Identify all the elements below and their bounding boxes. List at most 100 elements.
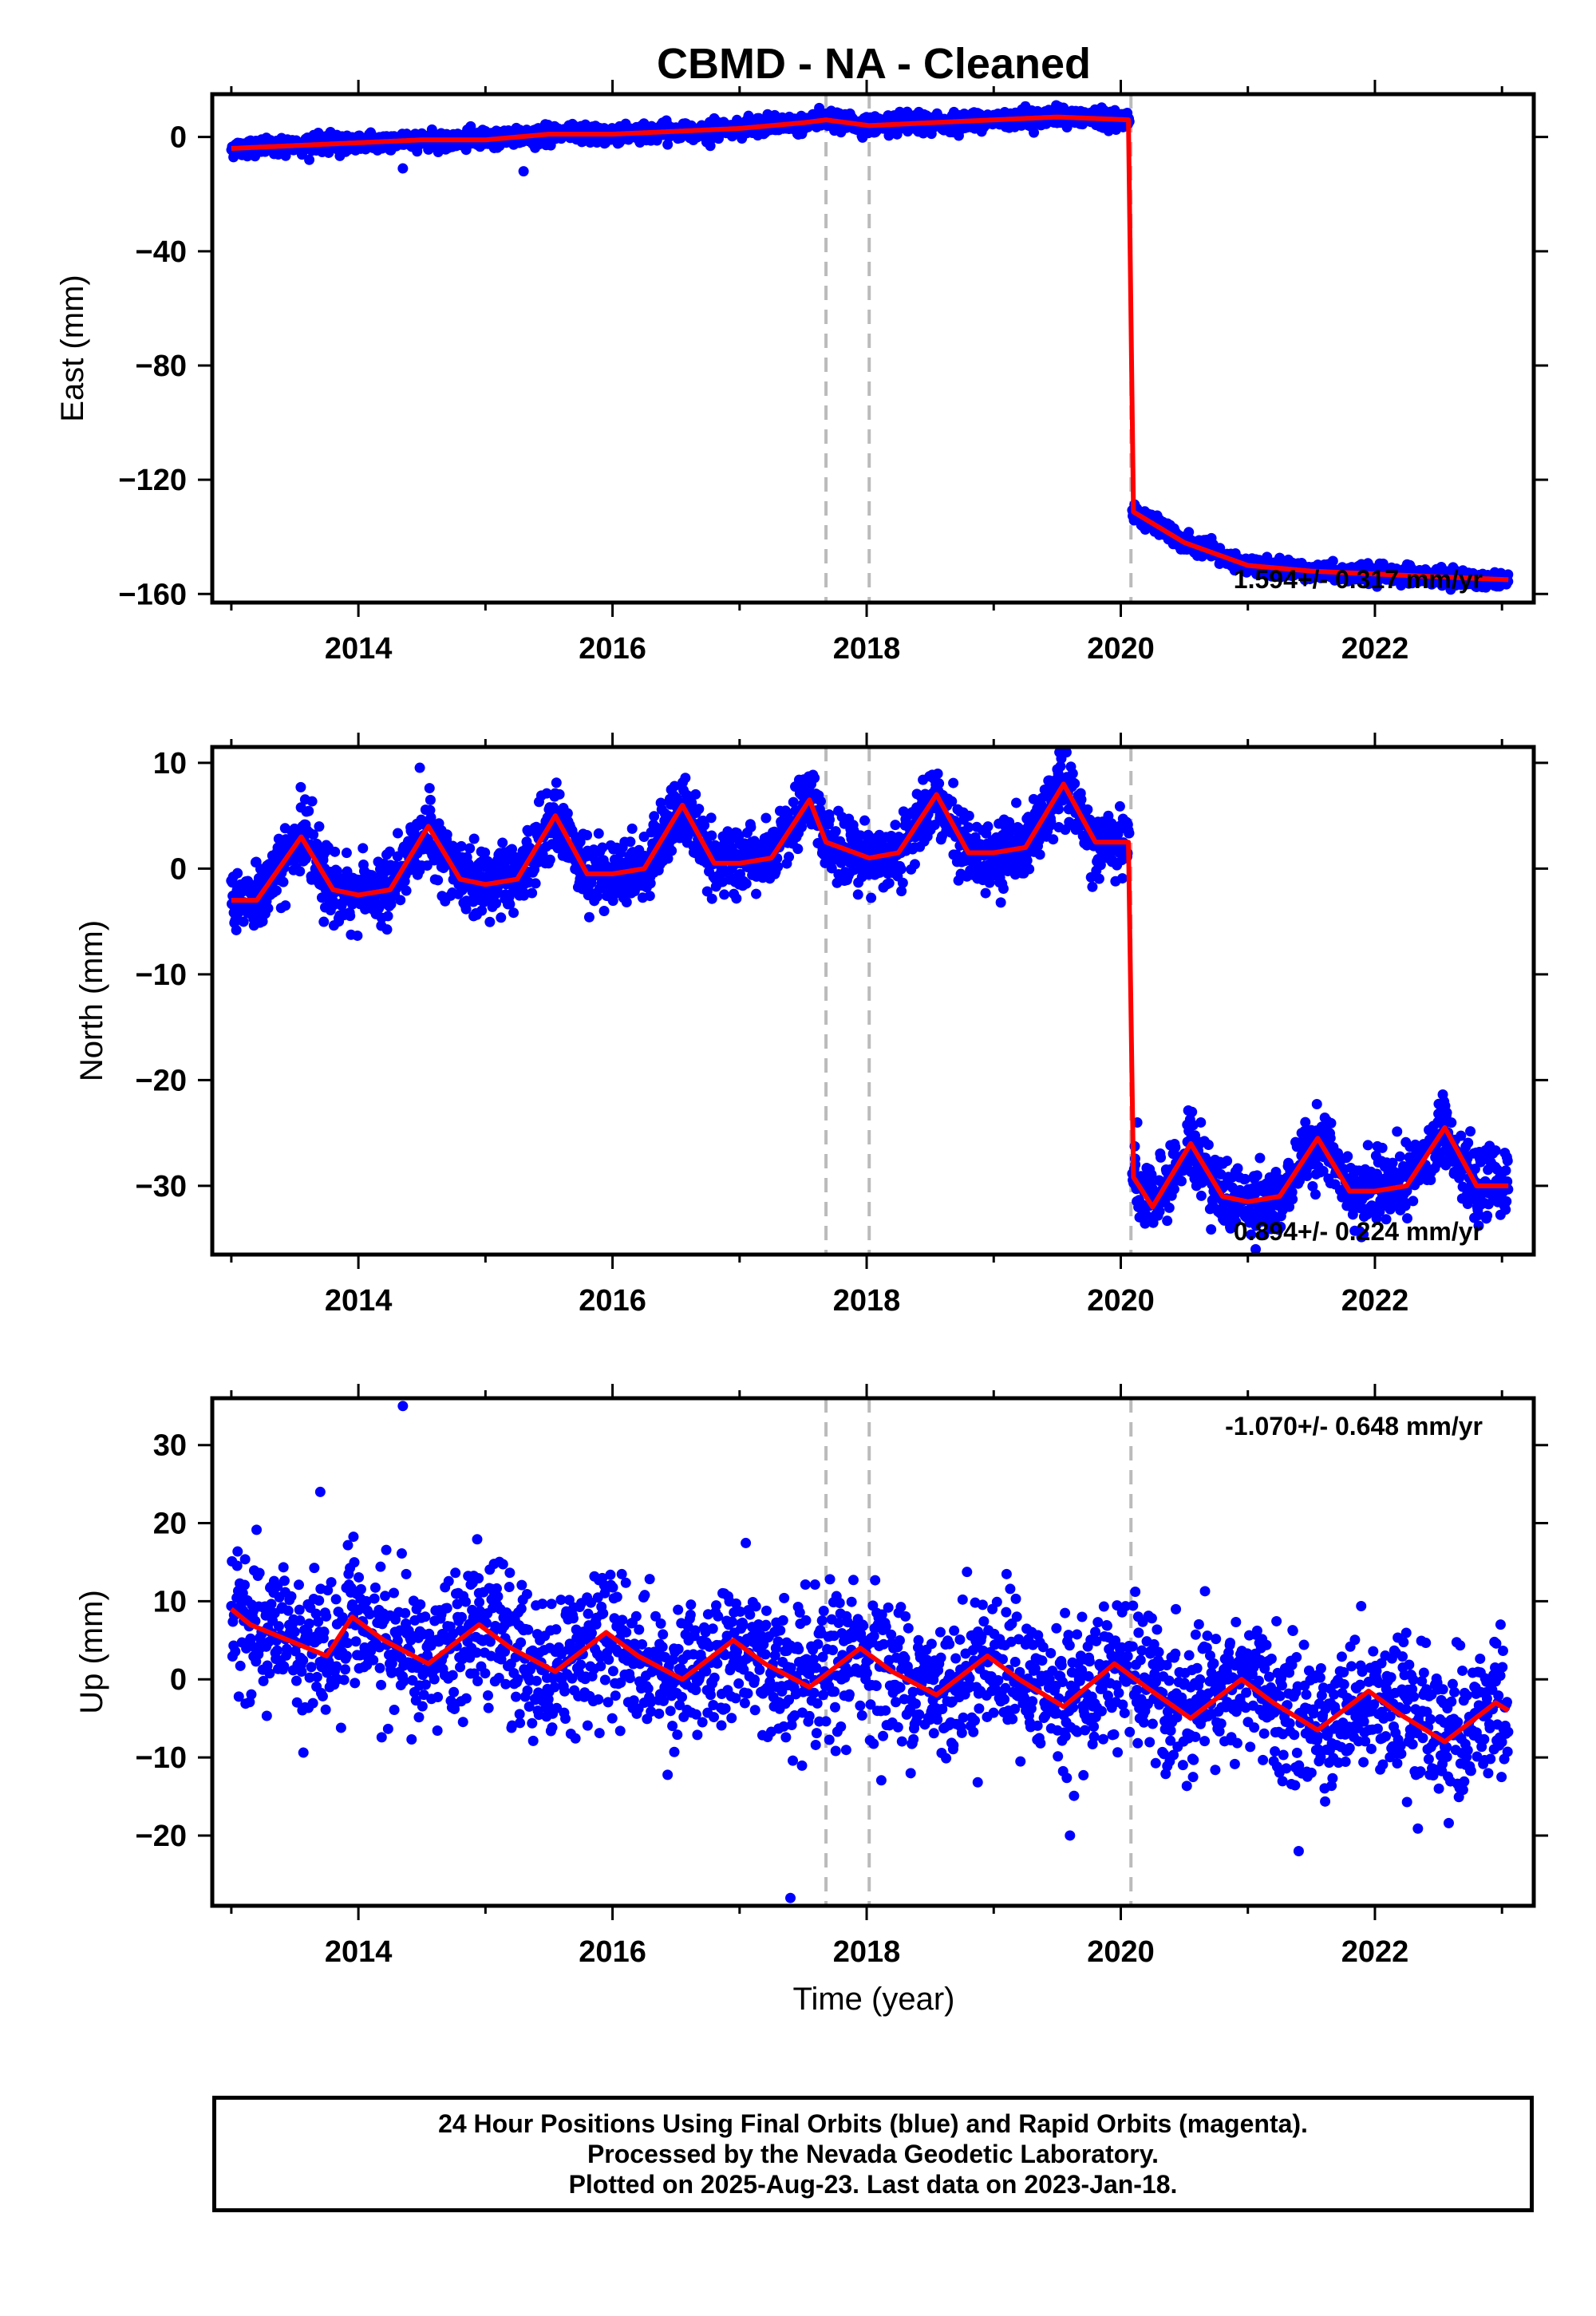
y-ticks: 0−40−80−120−160 [118,121,1548,611]
data-point [1024,864,1035,875]
data-point [433,875,444,886]
data-point [706,830,717,841]
data-point [1093,873,1104,884]
data-point [295,781,306,792]
data-point [278,876,289,887]
data-point [995,897,1006,908]
data-point [1087,881,1098,892]
data-point [644,891,655,902]
data-point [824,814,836,825]
data-point [909,859,920,870]
data-point [1076,794,1087,805]
data-point [598,906,610,917]
data-point [897,877,908,888]
data-point [1048,834,1059,845]
data-point [1067,768,1078,779]
data-point [303,805,314,816]
data-point [263,903,274,914]
x-tick-label: 2014 [325,632,393,666]
data-point [414,762,425,773]
data-point [551,777,562,788]
x-tick-label: 2020 [1087,632,1155,666]
data-point [772,861,784,872]
outlier-point [518,166,529,177]
data-point [392,828,403,839]
y-tick-label: −120 [118,464,187,497]
data-point [395,895,406,906]
data-point [314,821,325,832]
data-point [382,911,393,922]
data-point [934,778,945,789]
data-point [751,888,762,899]
data-point [497,837,508,848]
data-point [425,794,436,805]
data-point [530,878,541,889]
data-point [784,852,795,863]
data-point [1082,804,1093,815]
y-axis-label: East (mm) [55,275,90,421]
y-tick-label: −80 [136,350,187,383]
data-point [1034,849,1045,860]
data-point [583,911,595,923]
data-point [345,911,356,922]
data-point [731,893,742,904]
data-point [464,843,476,854]
data-point [441,829,452,840]
data-point [706,893,717,904]
data-point [792,844,804,855]
data-point [318,916,330,927]
data-point [238,916,249,927]
data-point [232,868,243,879]
x-tick-label: 2016 [579,632,646,666]
y-tick-label: −40 [136,235,187,269]
data-point [424,783,435,794]
x-tick-label: 2022 [1341,632,1409,666]
chart-title: CBMD - NA - Cleaned [657,40,1091,88]
data-point [330,846,341,857]
outlier-point [397,163,409,174]
data-point [593,828,604,839]
data-point [895,864,907,875]
data-point [866,892,877,903]
data-point [815,796,826,807]
data-point [645,878,656,889]
data-point [508,907,519,919]
y-tick-label: 0 [170,121,187,155]
data-point [982,821,994,832]
data-point [294,866,306,877]
data-point [621,896,632,907]
data-point [932,768,943,779]
data-point [998,883,1009,895]
data-point [883,878,895,889]
data-point [1124,828,1135,839]
data-point [306,796,318,807]
rate-label: 1.594+/- 0.317 mm/yr [1234,565,1483,594]
data-point [231,924,242,935]
data-point [666,845,678,856]
data-point [468,833,480,844]
data-point [890,820,901,831]
data-point [745,821,757,832]
data-point [527,887,538,899]
data-point [625,836,636,848]
data-point [705,812,717,824]
data-point [544,854,555,865]
data-point [760,812,772,824]
data-point [693,804,705,815]
data-point [271,885,282,896]
data-point [304,154,315,165]
data-point [859,815,871,826]
data-point [582,830,593,841]
data-point [741,878,752,889]
data-point [484,916,496,927]
data-point [963,810,974,821]
plot-frame [210,92,1536,605]
data-point [626,823,638,834]
data-point [1069,778,1080,789]
data-point [341,848,352,859]
data-point [719,889,730,900]
data-point [491,898,502,909]
data-point [496,912,507,923]
data-point [401,885,412,896]
